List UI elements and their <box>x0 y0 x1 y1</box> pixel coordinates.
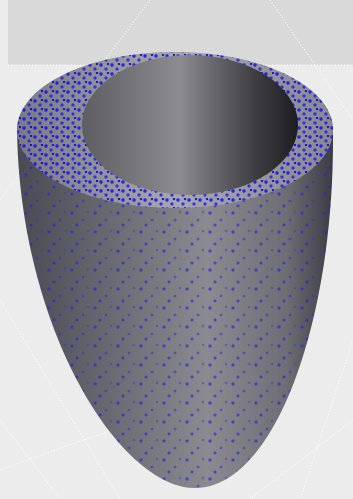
page: {} <box>0 0 353 499</box>
cavity <box>82 55 298 195</box>
surface-plot <box>0 0 353 499</box>
